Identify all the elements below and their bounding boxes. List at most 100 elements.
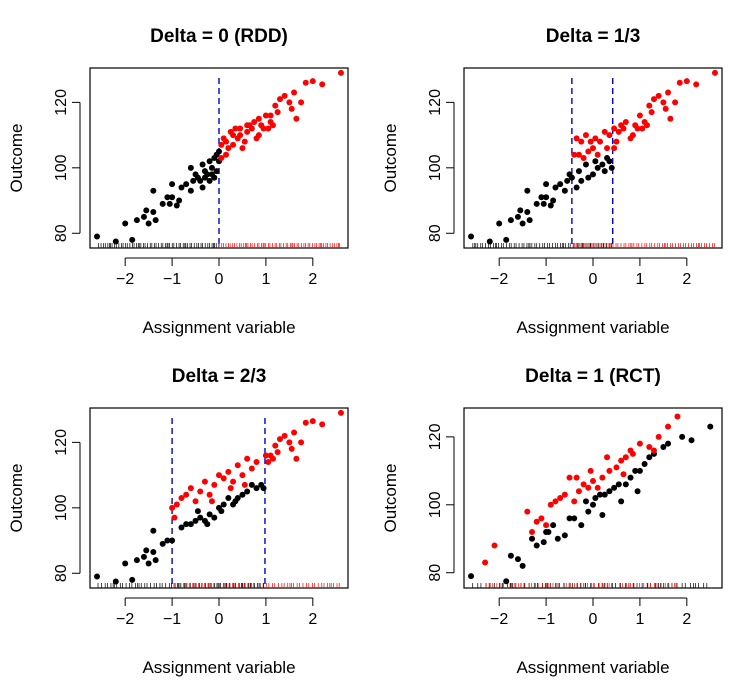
treated-point: [575, 151, 582, 158]
y-tick-label: 100: [427, 491, 444, 518]
treated-point: [309, 418, 316, 425]
treated-point: [655, 92, 662, 99]
treated-point: [580, 155, 587, 161]
control-point: [199, 161, 206, 168]
treated-point: [590, 478, 596, 485]
y-tick-label: 100: [53, 154, 70, 181]
control-point: [187, 164, 194, 171]
control-point: [524, 187, 531, 194]
x-axis-label: Assignment variable: [142, 658, 295, 677]
panel-delta-1-rct: Delta = 1 (RCT) Assignment variable Outc…: [381, 366, 723, 677]
treated-point: [269, 122, 276, 129]
treated-point: [265, 459, 272, 465]
treated-point: [655, 433, 662, 440]
y-tick-label: 120: [53, 429, 70, 456]
control-point: [143, 547, 150, 554]
y-tick-label: 120: [427, 423, 444, 450]
treated-point: [587, 138, 594, 145]
treated-point: [611, 145, 618, 152]
control-point: [507, 552, 514, 559]
treated-point: [272, 102, 279, 109]
treated-point: [646, 444, 653, 451]
y-tick-label: 120: [53, 89, 70, 116]
control-point: [533, 542, 540, 549]
treated-point: [693, 81, 700, 88]
control-point: [592, 158, 599, 165]
control-point: [660, 444, 667, 451]
control-point: [197, 514, 204, 521]
treated-point: [552, 498, 559, 505]
control-point: [150, 527, 157, 534]
control-point: [679, 433, 686, 440]
control-point: [573, 184, 580, 191]
x-tick-label: −1: [537, 271, 555, 288]
treated-point: [173, 501, 180, 508]
y-tick-label: 100: [53, 494, 70, 521]
treated-point: [302, 419, 309, 426]
control-point: [173, 202, 180, 209]
control-point: [543, 181, 550, 188]
treated-point: [239, 472, 246, 479]
control-point: [540, 539, 547, 546]
control-point: [578, 177, 585, 184]
plot-area: −2 −1 0 1 2 80 100 120: [427, 67, 723, 288]
control-point: [187, 187, 194, 194]
treated-point: [244, 122, 251, 129]
y-tick-label: 80: [53, 564, 70, 582]
control-point: [190, 177, 197, 184]
treated-point: [262, 112, 269, 119]
treated-point: [197, 488, 204, 495]
control-point: [688, 437, 695, 444]
control-point: [597, 491, 604, 498]
control-point: [618, 498, 625, 505]
control-point: [582, 161, 589, 168]
control-point: [514, 556, 521, 563]
treated-point: [319, 421, 326, 428]
treated-point: [672, 99, 679, 106]
treated-point: [178, 495, 185, 501]
panel-title: Delta = 2/3: [172, 366, 267, 387]
control-point: [248, 481, 255, 488]
treated-point: [272, 442, 279, 449]
control-point: [140, 553, 147, 560]
control-point: [585, 508, 592, 515]
treated-point: [286, 99, 293, 106]
y-tick-label: 80: [53, 224, 70, 242]
panel-title: Delta = 0 (RDD): [150, 26, 288, 47]
control-point: [183, 521, 190, 528]
control-point: [164, 537, 171, 544]
y-axis-label: Outcome: [381, 124, 400, 193]
treated-point: [291, 429, 298, 436]
treated-point: [561, 491, 568, 498]
treated-point: [683, 78, 690, 85]
treated-point: [244, 128, 251, 135]
control-point: [636, 467, 643, 474]
control-point: [150, 187, 157, 194]
x-tick-label: 2: [682, 271, 691, 288]
treated-point: [255, 115, 262, 122]
control-point: [571, 515, 578, 522]
treated-point: [587, 467, 594, 474]
control-point: [194, 508, 201, 515]
control-point: [192, 517, 199, 524]
control-point: [133, 557, 140, 564]
control-point: [507, 217, 514, 224]
treated-point: [225, 145, 232, 152]
treated-point: [533, 518, 540, 525]
control-point: [517, 207, 524, 214]
y-tick-label: 80: [427, 224, 444, 242]
control-point: [533, 200, 540, 207]
treated-point: [309, 78, 316, 85]
control-point: [204, 521, 211, 528]
control-point: [550, 197, 557, 204]
control-point: [169, 181, 176, 188]
y-axis-label: Outcome: [381, 464, 400, 533]
panel-title: Delta = 1 (RCT): [525, 366, 661, 387]
treated-point: [676, 79, 683, 86]
control-point: [578, 522, 585, 529]
control-point: [665, 440, 672, 447]
control-point: [208, 171, 215, 178]
treated-point: [241, 138, 248, 145]
treated-point: [251, 119, 258, 125]
treated-point: [573, 135, 580, 142]
